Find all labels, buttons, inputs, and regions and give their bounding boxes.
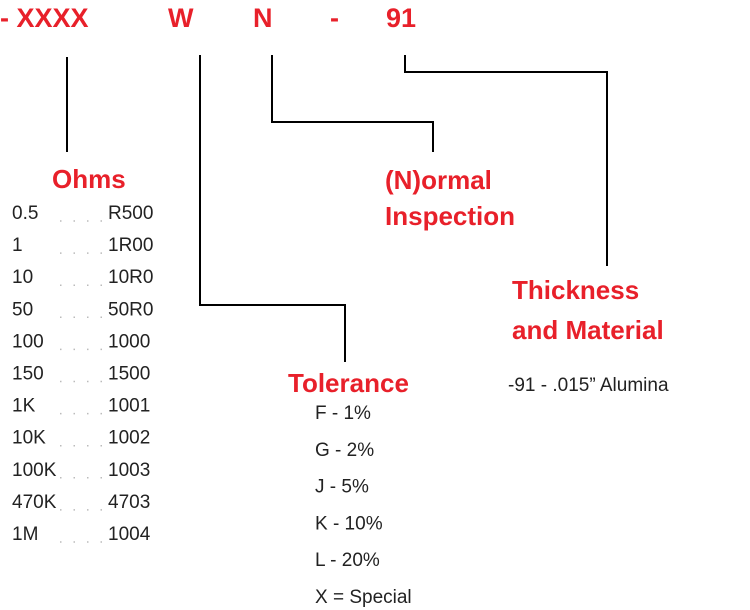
section-title: Inspection <box>385 201 515 231</box>
ohm-code: 1000 <box>108 331 150 352</box>
section-title: Ohms <box>52 164 126 194</box>
tolerance-item: K - 10% <box>315 513 383 534</box>
section-title: (N)ormal <box>385 165 492 195</box>
ohm-code: R500 <box>108 203 153 224</box>
ohm-value: 150 <box>12 364 44 385</box>
ohm-value: 0.5 <box>12 203 38 224</box>
ohm-value: 100K <box>12 460 57 481</box>
ohm-value: 470K <box>12 492 57 513</box>
ohm-code: 10R0 <box>108 267 153 288</box>
material-item: -91 - .015” Alumina <box>508 375 669 396</box>
tolerance-item: F - 1% <box>315 403 371 424</box>
ohm-value: 100 <box>12 331 44 352</box>
ohm-code: 1002 <box>108 428 150 449</box>
tolerance-item: J - 5% <box>315 477 369 498</box>
ohm-code: 1R00 <box>108 235 153 256</box>
ohm-value: 10 <box>12 267 33 288</box>
tolerance-item: G - 2% <box>315 440 374 461</box>
ohm-code: 1001 <box>108 396 150 417</box>
ohm-value: 10K <box>12 428 46 449</box>
code-part: - XXXX <box>0 3 89 33</box>
ohm-code: 1004 <box>108 524 151 545</box>
tolerance-item: L - 20% <box>315 550 380 571</box>
ohm-code: 50R0 <box>108 299 153 320</box>
section-title: Tolerance <box>288 368 409 398</box>
connector <box>199 55 346 362</box>
ohm-value: 1M <box>12 524 38 545</box>
ohm-code: 1003 <box>108 460 150 481</box>
code-part: 91 <box>386 3 416 33</box>
connector <box>404 55 608 266</box>
code-part: N <box>253 3 273 33</box>
ohm-value: 1 <box>12 235 23 256</box>
ohm-value: 1K <box>12 396 36 417</box>
section-title: and Material <box>512 315 664 345</box>
code-part: W <box>168 3 194 33</box>
ohm-value: 50 <box>12 299 33 320</box>
code-part: - <box>330 3 339 33</box>
tolerance-item: X = Special <box>315 587 412 608</box>
ohm-code: 1500 <box>108 364 150 385</box>
ohm-code: 4703 <box>108 492 150 513</box>
connector <box>271 55 434 152</box>
section-title: Thickness <box>512 275 639 305</box>
